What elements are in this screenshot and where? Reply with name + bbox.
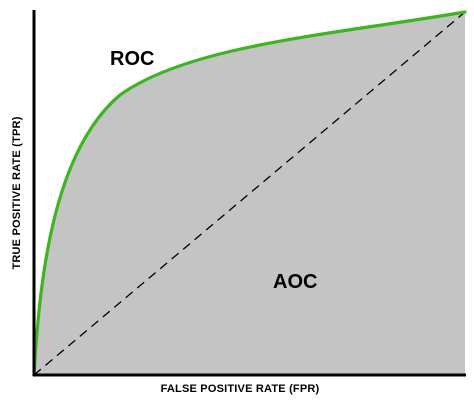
roc-label: ROC [110, 48, 154, 70]
roc-curve [32, 10, 467, 377]
x-axis-label: FALSE POSITIVE RATE (FPR) [161, 383, 320, 395]
aoc-label: AOC [273, 271, 317, 293]
y-axis-label: TRUE POSITIVE RATE (TPR) [11, 116, 23, 269]
chance-diagonal-line [33, 11, 466, 376]
